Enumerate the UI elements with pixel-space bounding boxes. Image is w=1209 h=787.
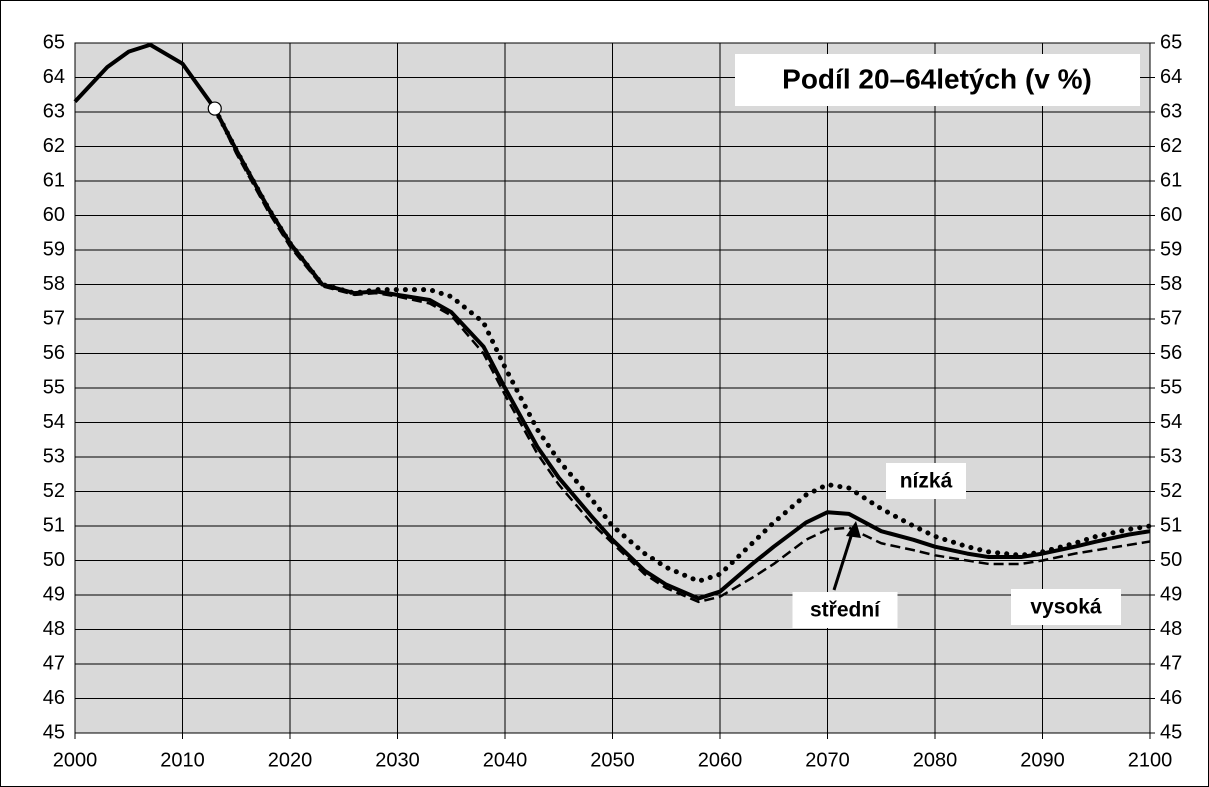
y-tick-label: 60 — [43, 204, 65, 226]
x-tick-label: 2030 — [375, 749, 420, 771]
y2-tick-label: 57 — [1160, 307, 1182, 329]
y-tick-label: 62 — [43, 135, 65, 157]
series-line — [212, 106, 1153, 584]
y2-tick-label: 50 — [1160, 549, 1182, 571]
y-tick-label: 64 — [43, 66, 65, 88]
y-tick-label: 61 — [43, 169, 65, 191]
y-tick-label: 51 — [43, 514, 65, 536]
label-box — [792, 592, 898, 628]
y-tick-label: 48 — [43, 618, 65, 640]
y2-tick-label: 58 — [1160, 273, 1182, 295]
y-tick-label: 63 — [43, 100, 65, 122]
y2-tick-label: 61 — [1160, 169, 1182, 191]
y2-tick-label: 64 — [1160, 66, 1182, 88]
y2-tick-label: 56 — [1160, 342, 1182, 364]
y2-tick-label: 63 — [1160, 100, 1182, 122]
x-tick-label: 2000 — [53, 749, 98, 771]
y-tick-label: 58 — [43, 273, 65, 295]
chart-title: Podíl 20–64letých (v %) — [782, 63, 1092, 94]
y2-tick-label: 65 — [1160, 31, 1182, 53]
x-tick-label: 2060 — [698, 749, 743, 771]
y2-tick-label: 45 — [1160, 721, 1182, 743]
y2-tick-label: 54 — [1160, 411, 1182, 433]
x-tick-label: 2050 — [590, 749, 635, 771]
y2-tick-label: 53 — [1160, 445, 1182, 467]
x-tick-label: 2100 — [1128, 749, 1173, 771]
highlight-point — [207, 101, 222, 116]
y2-tick-label: 49 — [1160, 583, 1182, 605]
y2-tick-label: 60 — [1160, 204, 1182, 226]
y2-tick-label: 48 — [1160, 618, 1182, 640]
y-tick-label: 47 — [43, 652, 65, 674]
series-label: vysoká — [1030, 596, 1102, 619]
label-box — [886, 463, 966, 499]
x-tick-label: 2040 — [483, 749, 528, 771]
y2-tick-label: 59 — [1160, 238, 1182, 260]
y2-tick-label: 46 — [1160, 687, 1182, 709]
annotation-arrow — [832, 529, 855, 591]
series-label: střední — [810, 599, 881, 622]
arrow-head — [846, 521, 861, 538]
x-tick-label: 2080 — [913, 749, 958, 771]
y-tick-label: 65 — [43, 31, 65, 53]
title-box — [735, 54, 1140, 106]
y2-tick-label: 52 — [1160, 480, 1182, 502]
y-tick-label: 52 — [43, 480, 65, 502]
y2-tick-label: 51 — [1160, 514, 1182, 536]
series-line — [73, 42, 1151, 601]
y-tick-label: 55 — [43, 376, 65, 398]
y-tick-label: 54 — [43, 411, 65, 433]
x-tick-label: 2090 — [1020, 749, 1065, 771]
plot-border — [74, 42, 1151, 734]
x-tick-label: 2020 — [268, 749, 313, 771]
y-tick-label: 59 — [43, 238, 65, 260]
y-tick-label: 50 — [43, 549, 65, 571]
y2-tick-label: 47 — [1160, 652, 1182, 674]
label-box — [1011, 589, 1121, 625]
y2-tick-label: 55 — [1160, 376, 1182, 398]
y-tick-label: 56 — [43, 342, 65, 364]
y-tick-label: 45 — [43, 721, 65, 743]
x-tick-label: 2010 — [160, 749, 205, 771]
y-tick-label: 53 — [43, 445, 65, 467]
x-tick-label: 2070 — [805, 749, 850, 771]
y2-tick-label: 62 — [1160, 135, 1182, 157]
y-tick-label: 49 — [43, 583, 65, 605]
series-label: nízká — [900, 470, 953, 493]
y-tick-label: 46 — [43, 687, 65, 709]
y-tick-label: 57 — [43, 307, 65, 329]
